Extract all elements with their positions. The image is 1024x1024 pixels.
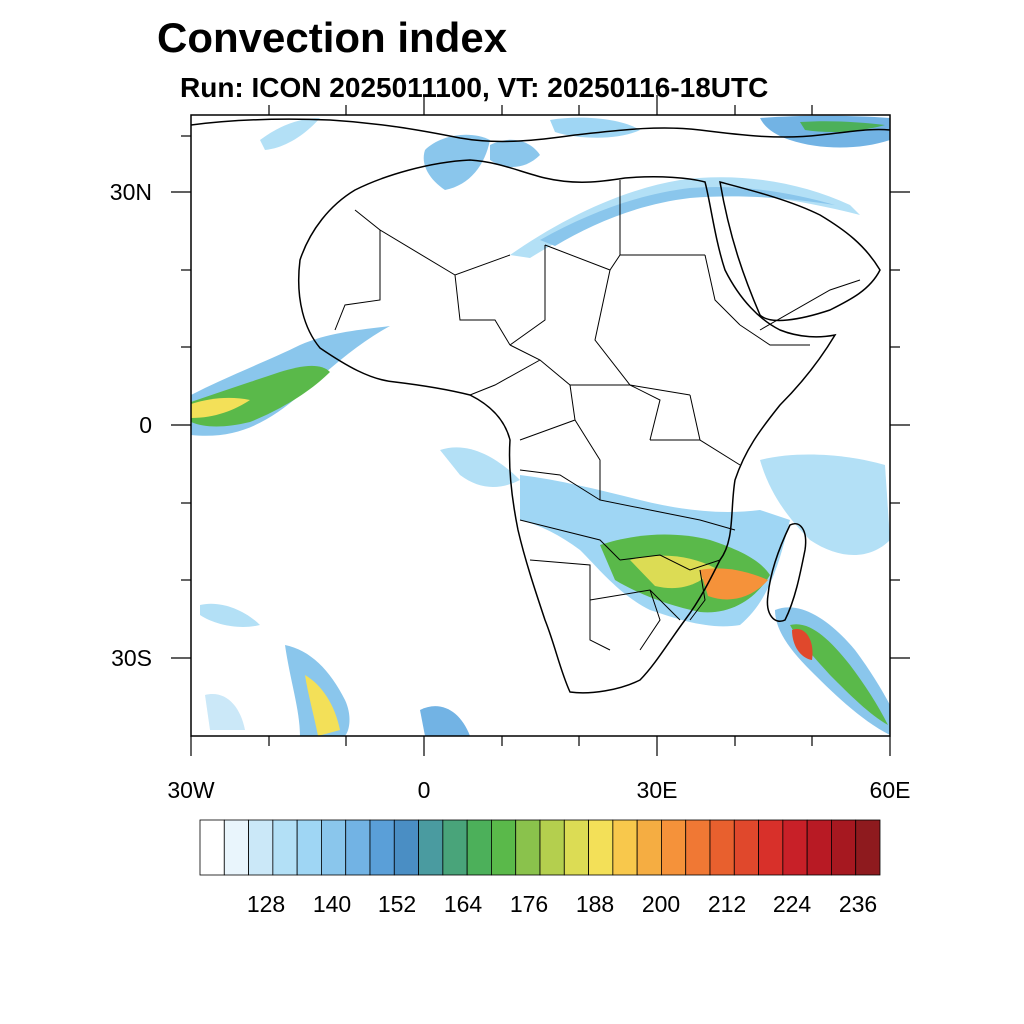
map-subtitle: Run: ICON 2025011100, VT: 20250116-18UTC [180, 72, 769, 103]
colorbar-swatch [199, 819, 225, 876]
convection-band-sahara-core [540, 186, 835, 246]
colorbar-swatch [709, 819, 735, 876]
y-tick-label: 30S [111, 645, 152, 671]
colorbar-swatch [491, 819, 517, 876]
colorbar-swatch [782, 819, 808, 876]
colorbar-swatch [223, 819, 249, 876]
colorbar-labels: 128 140 152 164 176 188 200 212 224 236 [247, 891, 877, 917]
x-tick-label: 30E [637, 777, 678, 803]
colorbar [199, 819, 881, 876]
coastlines [191, 118, 890, 694]
colorbar-label: 128 [247, 891, 285, 917]
convection-area-med-1 [423, 134, 490, 190]
tick-marks [171, 95, 910, 756]
colorbar-label: 176 [510, 891, 548, 917]
colorbar-swatch [636, 819, 662, 876]
convection-core-ne [800, 121, 885, 133]
colorbar-label: 224 [773, 891, 812, 917]
colorbar-swatch [393, 819, 419, 876]
convection-area-med-3 [550, 117, 640, 138]
colorbar-swatch [539, 819, 565, 876]
colorbar-label: 200 [642, 891, 680, 917]
country-borders [334, 180, 861, 651]
colorbar-swatch [685, 819, 711, 876]
y-tick-label: 0 [139, 412, 152, 438]
colorbar-swatch [733, 819, 759, 876]
y-tick-label: 30N [110, 179, 152, 205]
colorbar-swatch [296, 819, 322, 876]
colorbar-swatch [418, 819, 444, 876]
convection-peak-madagascar-e [792, 629, 813, 660]
colorbar-swatch [369, 819, 395, 876]
convection-field [191, 115, 890, 736]
colorbar-label: 236 [839, 891, 877, 917]
colorbar-swatch [345, 819, 371, 876]
map-title: Convection index [157, 14, 508, 61]
convection-core-south-atlantic [305, 675, 340, 736]
convection-peak-zambia [630, 555, 715, 589]
colorbar-swatch [855, 819, 881, 876]
colorbar-swatch [661, 819, 687, 876]
colorbar-swatch [831, 819, 857, 876]
colorbar-label: 164 [444, 891, 483, 917]
colorbar-swatch [442, 819, 468, 876]
colorbar-swatch [321, 819, 347, 876]
convection-peak-atlantic [191, 397, 250, 418]
colorbar-label: 212 [708, 891, 746, 917]
europe-coastline [191, 118, 890, 143]
convection-area-congo [440, 447, 520, 487]
africa-coastline [297, 159, 837, 694]
convection-area-nw [260, 118, 320, 150]
colorbar-label: 140 [313, 891, 351, 917]
map-frame [190, 114, 891, 737]
convection-area-indian [760, 454, 890, 555]
colorbar-label: 188 [576, 891, 614, 917]
x-tick-label: 60E [870, 777, 911, 803]
x-tick-label: 30W [167, 777, 215, 803]
convection-core-madagascar-e [790, 624, 888, 725]
convection-area-med-2 [490, 139, 540, 167]
madagascar-coastline [766, 523, 807, 622]
colorbar-swatch [466, 819, 492, 876]
convection-area-sw-2 [205, 694, 245, 730]
x-tick-label: 0 [418, 777, 431, 803]
colorbar-label: 152 [378, 891, 416, 917]
colorbar-swatch [563, 819, 589, 876]
colorbar-swatch [515, 819, 541, 876]
arabia-coastline [719, 180, 881, 322]
colorbar-swatch [248, 819, 274, 876]
colorbar-swatch [272, 819, 298, 876]
colorbar-swatch [806, 819, 832, 876]
colorbar-swatch [588, 819, 614, 876]
convection-area-sw [200, 603, 260, 627]
colorbar-swatch [758, 819, 784, 876]
colorbar-swatch [612, 819, 638, 876]
convection-peak-mozambique [700, 568, 768, 600]
convection-area-south [420, 706, 470, 736]
